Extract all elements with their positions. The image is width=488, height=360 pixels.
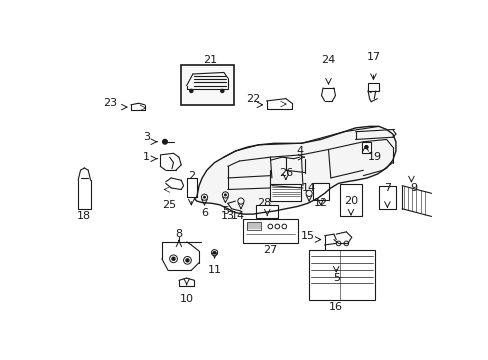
Bar xyxy=(312,183,328,200)
Text: 13: 13 xyxy=(220,211,234,221)
Text: 16: 16 xyxy=(328,302,343,311)
Bar xyxy=(340,184,361,216)
Text: 15: 15 xyxy=(300,231,314,241)
Text: 12: 12 xyxy=(313,198,327,208)
Text: 1: 1 xyxy=(142,152,149,162)
Text: 20: 20 xyxy=(343,196,357,206)
Text: 24: 24 xyxy=(321,55,335,65)
Text: 14: 14 xyxy=(302,183,316,193)
Text: 26: 26 xyxy=(278,167,292,177)
Text: 8: 8 xyxy=(175,229,182,239)
Text: 11: 11 xyxy=(207,265,221,275)
Circle shape xyxy=(189,89,192,93)
Text: 5: 5 xyxy=(332,273,339,283)
Circle shape xyxy=(213,252,215,254)
Text: 18: 18 xyxy=(77,211,91,221)
Text: 5: 5 xyxy=(222,206,228,216)
Text: 19: 19 xyxy=(367,152,381,162)
Text: 9: 9 xyxy=(409,183,416,193)
Text: 17: 17 xyxy=(366,52,380,62)
Text: 21: 21 xyxy=(203,55,217,65)
Bar xyxy=(270,184,301,201)
Text: 4: 4 xyxy=(296,146,303,156)
Bar xyxy=(308,249,374,300)
Text: 6: 6 xyxy=(201,208,207,217)
Text: 3: 3 xyxy=(142,132,149,142)
Text: 2: 2 xyxy=(187,171,195,181)
Bar xyxy=(243,219,297,243)
Circle shape xyxy=(364,145,367,149)
Circle shape xyxy=(203,197,205,198)
Text: 7: 7 xyxy=(383,183,390,193)
Text: 27: 27 xyxy=(263,244,277,255)
Bar xyxy=(361,142,370,153)
Text: 25: 25 xyxy=(162,200,176,210)
Circle shape xyxy=(224,194,226,195)
Text: 10: 10 xyxy=(179,294,193,304)
Bar xyxy=(378,186,395,209)
Text: 28: 28 xyxy=(257,198,271,208)
Bar xyxy=(246,222,261,230)
Circle shape xyxy=(185,259,189,262)
Circle shape xyxy=(172,257,175,260)
Text: 22: 22 xyxy=(245,94,260,104)
Polygon shape xyxy=(194,126,395,214)
Text: 14: 14 xyxy=(230,211,244,221)
Bar xyxy=(181,65,233,105)
Text: 23: 23 xyxy=(102,98,117,108)
Circle shape xyxy=(163,139,167,144)
Bar xyxy=(256,205,278,218)
Bar xyxy=(367,83,378,91)
Circle shape xyxy=(220,89,224,93)
